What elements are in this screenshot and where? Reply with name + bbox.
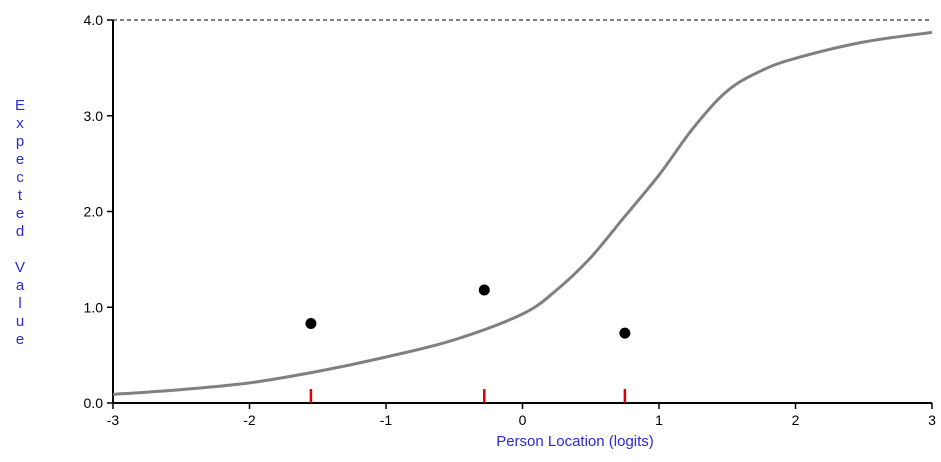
y-tick-label: 3.0 (84, 108, 104, 124)
expected-value-curve-layer (112, 30, 933, 396)
x-tick-label: -1 (380, 412, 393, 428)
y-tick-label: 0.0 (84, 395, 104, 411)
axes (112, 20, 932, 404)
y-tick-label: 4.0 (84, 12, 104, 28)
x-axis-title: Person Location (logits) (496, 433, 654, 450)
observed-point (619, 327, 631, 339)
x-tick-label: 1 (655, 412, 663, 428)
x-tick-label: 2 (792, 412, 800, 428)
observed-point (478, 284, 490, 296)
y-tick-label: 2.0 (84, 204, 104, 220)
y-tick-label: 1.0 (84, 299, 104, 315)
y-axis-ticks: 0.0 1.0 2.0 3.0 4.0 (84, 12, 113, 411)
x-axis-ticks: -3 -2 -1 0 1 2 3 (107, 403, 936, 428)
observed-points (305, 284, 631, 339)
x-tick-label: 0 (519, 412, 527, 428)
x-tick-label: 3 (928, 412, 936, 428)
x-tick-label: -2 (243, 412, 256, 428)
x-tick-label: -3 (107, 412, 120, 428)
observed-point (305, 318, 317, 330)
expected-value-curve (112, 30, 933, 396)
class-interval-markers (309, 389, 627, 403)
